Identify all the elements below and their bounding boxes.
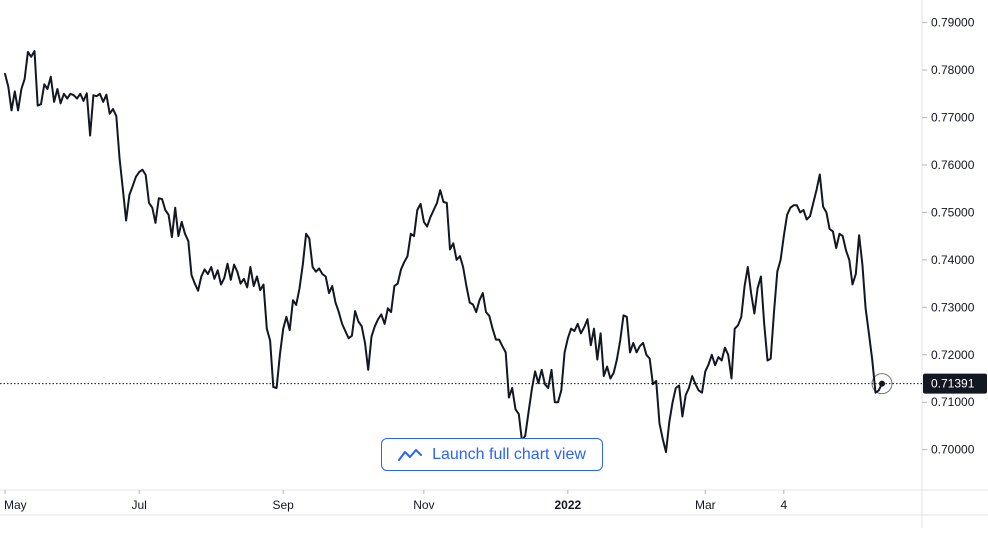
y-axis: 0.70000 0.71000 0.72000 0.73000 0.74000 0.750… (922, 16, 975, 457)
x-tick-label: Nov (413, 498, 434, 512)
x-tick-label: May (4, 498, 27, 512)
x-axis: May Jul Sep Nov 2022 Mar 4 (4, 490, 787, 512)
series-group (4, 50, 883, 453)
last-price-label: 0.71391 (931, 377, 975, 391)
launch-full-chart-button[interactable]: Launch full chart view (381, 438, 603, 471)
y-tick-label: 0.76000 (931, 158, 975, 172)
line-chart-icon (398, 447, 423, 463)
y-tick-label: 0.71000 (931, 395, 975, 409)
y-tick-label: 0.73000 (931, 300, 975, 314)
y-tick-label: 0.70000 (931, 443, 975, 457)
x-tick-label: Mar (695, 498, 716, 512)
x-tick-label: 2022 (554, 498, 581, 512)
y-tick-label: 0.74000 (931, 253, 975, 267)
price-marker: 0.71391 (0, 373, 987, 395)
series-line (4, 50, 883, 453)
last-price-tag (923, 373, 987, 394)
x-tick-label: 4 (780, 498, 787, 512)
y-tick-label: 0.72000 (931, 348, 975, 362)
last-point-dot (879, 380, 885, 387)
x-tick-label: Sep (272, 498, 294, 512)
y-tick-label: 0.79000 (931, 16, 975, 30)
x-tick-label: Jul (131, 498, 146, 512)
y-tick-label: 0.75000 (931, 205, 975, 219)
y-tick-label: 0.78000 (931, 63, 975, 77)
last-point-ring (871, 373, 893, 395)
launch-button-label: Launch full chart view (432, 445, 586, 463)
y-tick-label: 0.77000 (931, 111, 975, 125)
